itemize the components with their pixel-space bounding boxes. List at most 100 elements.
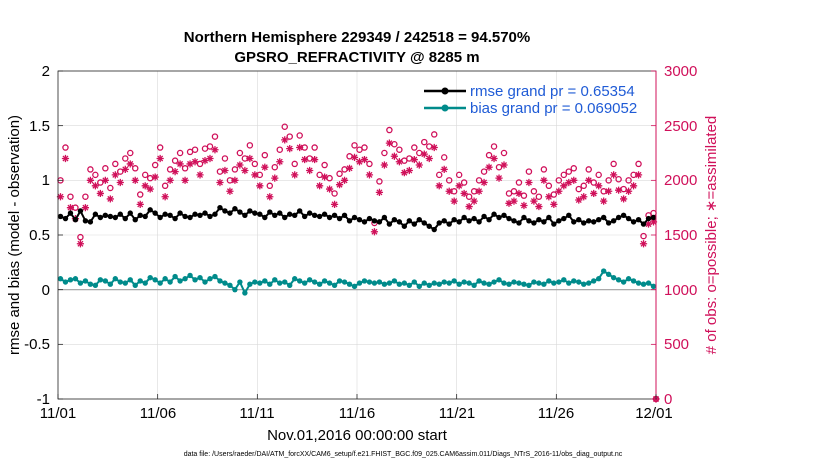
assimilated-point — [350, 153, 359, 161]
rmse-point — [630, 219, 637, 225]
assimilated-point — [340, 176, 349, 184]
assimilated-point — [465, 202, 473, 211]
possible-point — [281, 123, 288, 131]
assimilated-point — [311, 155, 319, 164]
rmse-point — [212, 211, 218, 217]
possible-point — [635, 160, 642, 168]
bias-point — [576, 279, 582, 285]
rmse-point — [551, 221, 557, 227]
assimilated-point — [291, 171, 299, 179]
possible-point — [440, 154, 448, 161]
assimilated-point — [385, 139, 393, 147]
possible-point — [485, 151, 493, 159]
rmse-point — [471, 215, 477, 222]
rmse-point — [511, 218, 517, 224]
rmse-point — [122, 215, 128, 222]
rmse-point — [107, 213, 114, 220]
bias-point — [346, 281, 353, 287]
bias-point — [57, 276, 64, 282]
possible-point — [271, 163, 279, 171]
possible-point — [321, 161, 328, 169]
assimilated-point — [375, 188, 384, 196]
assimilated-point — [590, 189, 598, 198]
assimilated-point — [365, 171, 374, 179]
bias-point — [341, 279, 348, 285]
assimilated-point — [126, 160, 134, 168]
bias-point — [630, 278, 637, 284]
rmse-point — [326, 214, 333, 221]
rmse-point — [217, 204, 223, 211]
rmse-point — [87, 219, 94, 225]
bias-point — [566, 280, 572, 286]
assimilated-point — [156, 154, 164, 163]
xtick-4: 11/21 — [439, 405, 475, 422]
possible-point — [465, 193, 473, 200]
bias-point — [426, 282, 432, 288]
possible-point — [610, 160, 617, 168]
possible-point — [251, 160, 259, 168]
rmse-point — [576, 216, 582, 223]
bias-point — [267, 281, 273, 287]
assimilated-point — [395, 158, 403, 166]
bias-point — [182, 276, 188, 282]
rmse-point — [366, 215, 373, 222]
bias-point — [321, 278, 328, 284]
assimilated-point — [66, 204, 75, 212]
ytick-right-1: 2500 — [664, 118, 697, 135]
rmse-point — [346, 218, 353, 224]
bias-point — [561, 277, 567, 283]
bias-point — [386, 280, 393, 286]
rmse-point — [267, 209, 273, 215]
bias-point — [187, 272, 193, 279]
possible-point — [102, 165, 109, 172]
bias-point — [461, 279, 467, 285]
possible-point — [430, 131, 438, 138]
rmse-point — [640, 221, 647, 227]
possible-point — [236, 149, 244, 157]
assimilated-point — [306, 166, 314, 175]
bias-point — [650, 283, 657, 290]
rmse-point — [282, 214, 288, 221]
assimilated-point — [649, 218, 658, 226]
assimilated-point — [505, 199, 513, 207]
bias-point — [157, 280, 163, 286]
bias-point — [316, 281, 323, 287]
rmse-point — [301, 213, 308, 220]
assimilated-point — [256, 182, 264, 190]
assimilated-point — [321, 173, 329, 181]
bias-point — [242, 290, 248, 296]
assimilated-point — [530, 197, 538, 205]
bias-point — [610, 274, 617, 281]
bias-point — [361, 278, 368, 284]
assimilated-point — [550, 200, 558, 208]
assimilated-point — [644, 220, 653, 228]
assimilated-point — [161, 193, 169, 201]
assimilated-point — [535, 202, 543, 211]
rmse-point — [571, 219, 577, 225]
rmse-point — [336, 215, 343, 222]
rmse-point — [341, 212, 348, 219]
bias-point — [272, 277, 278, 283]
possible-point — [276, 146, 284, 153]
assimilated-point — [425, 154, 433, 163]
assimilated-point — [485, 163, 493, 171]
possible-point — [605, 177, 612, 184]
rmse-point — [77, 208, 84, 214]
ytick-left-2: 1 — [42, 172, 50, 189]
assimilated-point — [81, 204, 90, 212]
assimilated-point — [271, 174, 279, 182]
ytick-right-0: 3000 — [664, 63, 697, 80]
assimilated-point — [191, 158, 199, 166]
rmse-point — [421, 220, 427, 226]
chart-title-line1: Northern Hemisphere 229349 / 242518 = 94… — [184, 29, 530, 46]
possible-point — [595, 171, 602, 179]
y-axis-label-left: rmse and bias (model - observation) — [6, 115, 23, 355]
possible-point — [176, 149, 184, 157]
possible-point — [421, 138, 428, 146]
rmse-point — [316, 213, 323, 220]
bias-point — [77, 280, 84, 286]
ytick-right-2: 2000 — [664, 172, 697, 189]
bias-point — [586, 280, 592, 286]
bias-point — [252, 279, 258, 285]
bias-point — [112, 276, 119, 282]
